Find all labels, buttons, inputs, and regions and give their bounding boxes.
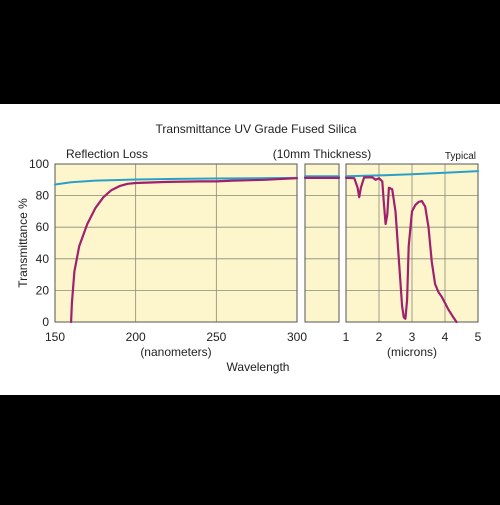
- panel-mid: [303, 163, 341, 323]
- y-axis: 0 20 40 60 80 100: [29, 157, 49, 329]
- x-axis-label: Wavelength: [227, 360, 290, 374]
- plot-panels: 150 200 250 300 (nanometers) 1 2 3 4 5 (microns): [45, 163, 482, 359]
- x-tick-label-uv-3: 300: [287, 330, 307, 344]
- y-tick-label-1: 20: [36, 283, 50, 297]
- x-tick-label-ir-3: 4: [442, 330, 449, 344]
- typical-label: Typical: [445, 151, 476, 162]
- panel-uv: 150 200 250 300 (nanometers): [45, 163, 307, 359]
- x-unit-label-ir: (microns): [387, 345, 437, 359]
- plot-frame-mid: [304, 163, 340, 323]
- panel-ir: 1 2 3 4 5 (microns): [343, 163, 482, 359]
- x-tick-label-ir-4: 5: [475, 330, 482, 344]
- series-line-transmittance-ir: [344, 176, 458, 324]
- y-tick-label-2: 40: [36, 252, 50, 266]
- plot-area-uv: [55, 164, 297, 322]
- plot-area-mid: [305, 164, 339, 322]
- x-tick-label-uv-0: 150: [45, 330, 65, 344]
- plot-frame-ir: [345, 163, 479, 323]
- reflection-loss-label: Reflection Loss: [66, 147, 148, 161]
- plot-frame-uv: [54, 163, 298, 323]
- series-line-transmittance-uv: [69, 177, 299, 324]
- chart-title: Transmittance UV Grade Fused Silica: [156, 122, 357, 136]
- y-tick-label-5: 100: [29, 157, 49, 171]
- x-tick-label-ir-1: 2: [376, 330, 383, 344]
- series-line-reflection-loss-ir: [345, 170, 479, 178]
- x-tick-label-uv-2: 250: [206, 330, 226, 344]
- thickness-label: (10mm Thickness): [273, 147, 371, 161]
- x-unit-label-uv: (nanometers): [140, 345, 211, 359]
- y-tick-label-0: 0: [42, 315, 49, 329]
- x-tick-label-ir-2: 3: [409, 330, 416, 344]
- x-tick-label-ir-0: 1: [343, 330, 350, 344]
- x-tick-label-uv-1: 200: [126, 330, 146, 344]
- series-line-reflection-loss-uv: [54, 176, 298, 186]
- y-axis-label: Transmittance %: [16, 198, 30, 288]
- y-tick-label-4: 80: [36, 189, 50, 203]
- y-tick-label-3: 60: [36, 220, 50, 234]
